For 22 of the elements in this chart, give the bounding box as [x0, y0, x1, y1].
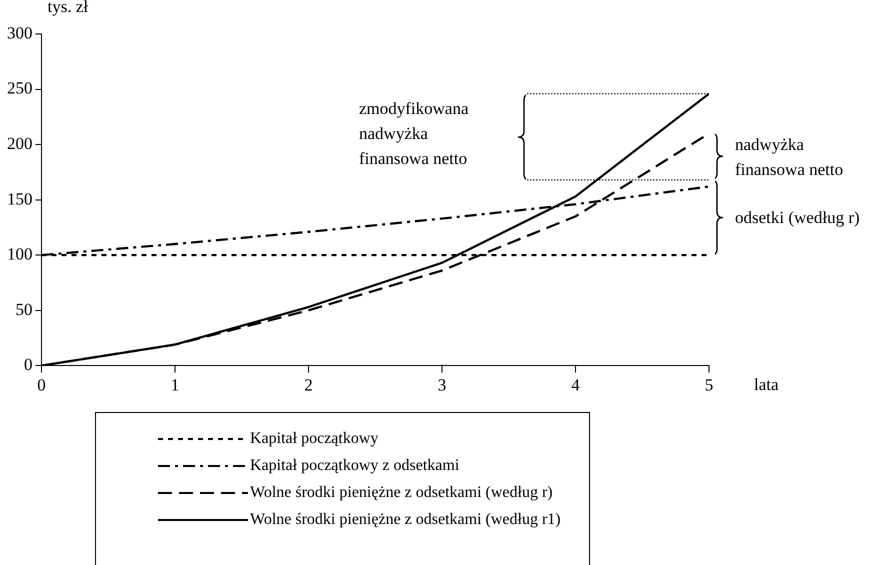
- text: nadwyżka finansowa netto: [735, 134, 844, 181]
- y-tick-label: 100: [7, 244, 32, 264]
- y-tick-label: 250: [7, 78, 32, 98]
- y-tick-label: 200: [7, 134, 32, 153]
- x-tick-label: 5: [704, 375, 714, 394]
- x-tick-label: 1: [170, 375, 180, 394]
- legend-label: Kapitał początkowy: [250, 430, 378, 448]
- legend-label: Kapitał początkowy z odsetkami: [250, 456, 460, 474]
- text: odsetki (według r): [735, 207, 860, 230]
- y-axis-title: tys. zł: [48, 0, 88, 18]
- y-tick-label: 50: [16, 300, 32, 319]
- x-tick-label: 4: [571, 375, 580, 394]
- legend-label: Wolne środki pieniężne z odsetkami (według r): [250, 484, 553, 502]
- x-tick-label: 3: [438, 375, 446, 394]
- y-tick-label: 0: [24, 355, 32, 374]
- x-tick-label: 2: [304, 375, 313, 394]
- y-tick-label: 300: [7, 23, 32, 42]
- x-axis-title: lata: [754, 374, 779, 396]
- annotation: zmodyfikowana nadwyżka finansowa netto: [359, 98, 470, 170]
- x-tick-label: 0: [37, 375, 46, 394]
- y-tick-label: 150: [7, 189, 32, 208]
- legend-label: Wolne środki pieniężne z odsetkami (według r1): [250, 510, 561, 528]
